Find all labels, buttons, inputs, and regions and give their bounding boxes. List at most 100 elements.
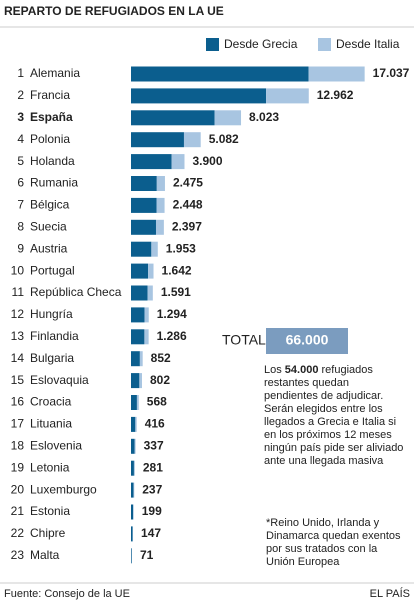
category-label: Hungría: [30, 307, 73, 321]
bar-segment: [131, 329, 145, 345]
total-label: 199: [142, 504, 162, 518]
bar-segment: [131, 416, 136, 432]
rank: 16: [11, 395, 25, 409]
bar-segment: [144, 307, 149, 323]
footnote: *Reino Unido, Irlanda y Dinamarca quedan…: [266, 517, 401, 568]
note-bold: 54.000: [284, 364, 319, 376]
bar-segment: [131, 526, 133, 542]
bar-segment: [131, 132, 184, 148]
bar-segment: [148, 263, 154, 279]
category-label: Polonia: [30, 132, 70, 146]
bar-segment: [156, 176, 165, 191]
note-text: Los: [264, 364, 285, 376]
total-label: 17.037: [373, 66, 410, 80]
category-label: Austria: [30, 241, 68, 255]
total-label: 237: [142, 482, 162, 496]
total-label: 337: [144, 438, 164, 452]
total-label: 147: [141, 526, 161, 540]
bar-segment: [308, 66, 365, 82]
rank: 2: [17, 88, 24, 102]
total-box: [266, 328, 348, 354]
total-value: 66.000: [286, 332, 329, 348]
bar-segment: [266, 88, 309, 104]
total-label: 281: [143, 460, 163, 474]
category-label: Luxemburgo: [30, 482, 97, 496]
total-label: 2.448: [173, 198, 203, 212]
total-label: 1.294: [157, 307, 187, 321]
legend-swatch: [318, 38, 331, 51]
category-label: Letonia: [30, 460, 70, 474]
bar-segment: [131, 263, 149, 279]
bar-segment: [151, 241, 158, 257]
rank: 20: [11, 482, 25, 496]
note: Los 54.000 refugiados restantes quedan p…: [264, 364, 404, 468]
rank: 21: [11, 504, 25, 518]
rank: 11: [12, 285, 25, 299]
total-label: 12.962: [317, 88, 354, 102]
category-label: Bélgica: [30, 198, 70, 212]
rank: 7: [17, 198, 24, 212]
category-label: Holanda: [30, 154, 75, 168]
bar-segment: [131, 460, 134, 476]
bar-segment: [171, 154, 185, 170]
rank: 19: [11, 460, 25, 474]
source: Fuente: Consejo de la UE: [4, 588, 130, 600]
rank: 10: [11, 263, 25, 277]
category-label: Alemania: [30, 66, 80, 80]
bar-segment: [131, 241, 152, 257]
bar-segment: [131, 548, 132, 564]
bar-segment: [131, 88, 267, 104]
bar-segment: [131, 66, 309, 82]
total-label: 71: [140, 548, 154, 562]
bar-segment: [131, 395, 137, 410]
bar-segment: [147, 285, 153, 301]
total-label: 3.900: [192, 154, 222, 168]
total-label: 852: [151, 351, 171, 365]
rank: 15: [11, 373, 25, 387]
total-label: 1.642: [162, 263, 192, 277]
note-text: refugiados restantes quedan pendientes d…: [264, 364, 404, 467]
category-label: Finlandia: [30, 329, 79, 343]
bar-segment: [131, 285, 148, 301]
category-label: Chipre: [30, 526, 66, 540]
bar-segment: [134, 438, 136, 454]
rank: 1: [17, 66, 24, 80]
bar-segment: [131, 176, 157, 191]
bar-segment: [155, 219, 164, 235]
bar-segment: [131, 351, 140, 367]
rank: 9: [17, 241, 24, 255]
chart-title: REPARTO DE REFUGIADOS EN LA UE: [4, 4, 224, 18]
bar-segment: [131, 307, 145, 323]
total-label: TOTAL: [222, 332, 266, 348]
bar-segment: [131, 110, 215, 126]
bar-segment: [131, 197, 157, 213]
total-label: 8.023: [249, 110, 279, 124]
brand: EL PAÍS: [370, 587, 410, 600]
bar-segment: [131, 373, 140, 389]
category-label: Francia: [30, 88, 70, 102]
legend-label: Desde Italia: [336, 37, 400, 51]
rank: 3: [17, 110, 24, 124]
bar-segment: [156, 197, 165, 213]
bar-segment: [131, 154, 172, 170]
rank: 8: [17, 219, 24, 233]
category-label: España: [30, 110, 73, 124]
total-label: 568: [147, 395, 167, 409]
total-label: 1.953: [166, 241, 196, 255]
bar-segment: [131, 219, 156, 235]
rank: 18: [11, 438, 25, 452]
bar-segment: [139, 351, 143, 367]
bar-segment: [135, 416, 137, 432]
category-label: Suecia: [30, 219, 67, 233]
bar-segment: [136, 395, 139, 410]
total-label: 802: [150, 373, 170, 387]
total-label: 1.591: [161, 285, 191, 299]
category-label: República Checa: [30, 285, 122, 299]
bar-segment: [214, 110, 242, 126]
bar-segment: [139, 373, 142, 389]
legend-label: Desde Grecia: [224, 37, 298, 51]
legend-swatch: [206, 38, 219, 51]
bar-segment: [131, 504, 134, 520]
